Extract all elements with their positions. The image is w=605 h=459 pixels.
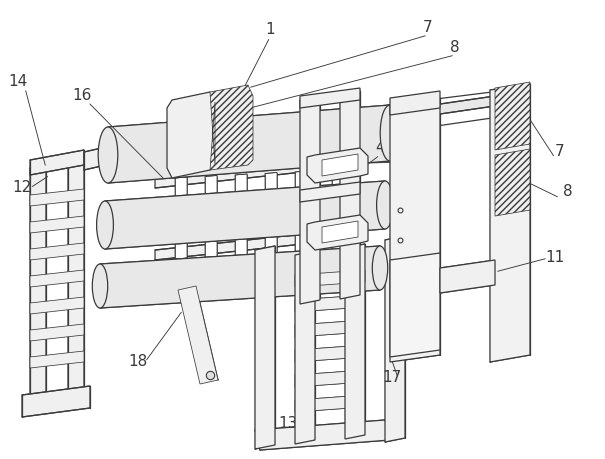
Polygon shape	[30, 189, 84, 206]
Polygon shape	[314, 153, 322, 172]
Polygon shape	[300, 182, 360, 202]
Polygon shape	[178, 286, 218, 384]
Text: 14: 14	[8, 74, 28, 90]
Text: 18: 18	[128, 354, 148, 369]
Polygon shape	[345, 244, 365, 439]
Polygon shape	[84, 130, 180, 170]
Polygon shape	[30, 351, 84, 368]
Polygon shape	[322, 221, 358, 243]
Ellipse shape	[380, 105, 400, 161]
Polygon shape	[172, 107, 196, 180]
Ellipse shape	[97, 201, 113, 249]
Polygon shape	[68, 154, 84, 394]
Polygon shape	[155, 230, 340, 260]
Polygon shape	[294, 153, 302, 172]
Polygon shape	[284, 153, 292, 172]
Ellipse shape	[93, 264, 108, 308]
Polygon shape	[295, 251, 315, 444]
Text: 7: 7	[423, 21, 433, 35]
Polygon shape	[295, 345, 365, 362]
Text: 12: 12	[12, 180, 31, 196]
Polygon shape	[295, 395, 365, 412]
Polygon shape	[295, 171, 307, 253]
Polygon shape	[390, 253, 440, 357]
Polygon shape	[30, 150, 84, 175]
Polygon shape	[22, 386, 90, 417]
Polygon shape	[265, 173, 277, 254]
Polygon shape	[155, 158, 340, 188]
Text: 11: 11	[545, 251, 564, 265]
Polygon shape	[390, 98, 440, 362]
Text: 1: 1	[265, 22, 275, 38]
Polygon shape	[390, 91, 440, 115]
Text: 4: 4	[375, 140, 385, 156]
Polygon shape	[105, 181, 385, 249]
Polygon shape	[495, 149, 530, 216]
Polygon shape	[255, 246, 275, 449]
Polygon shape	[30, 324, 84, 341]
Polygon shape	[108, 105, 390, 183]
Text: 10: 10	[402, 155, 422, 169]
Polygon shape	[340, 91, 360, 299]
Polygon shape	[100, 246, 380, 308]
Text: 7: 7	[555, 145, 565, 159]
Polygon shape	[235, 174, 247, 256]
Polygon shape	[30, 164, 46, 404]
Polygon shape	[300, 96, 320, 304]
Polygon shape	[210, 85, 253, 170]
Polygon shape	[307, 215, 368, 250]
Polygon shape	[304, 153, 312, 172]
Ellipse shape	[98, 127, 118, 183]
Polygon shape	[300, 88, 360, 108]
Polygon shape	[30, 243, 84, 260]
Polygon shape	[255, 420, 390, 450]
Polygon shape	[30, 216, 84, 233]
Polygon shape	[30, 270, 84, 287]
Polygon shape	[490, 84, 530, 362]
Polygon shape	[322, 154, 358, 176]
Polygon shape	[295, 370, 365, 387]
Polygon shape	[295, 270, 365, 287]
Text: 17: 17	[382, 370, 402, 386]
Text: 8: 8	[450, 40, 460, 56]
Polygon shape	[307, 148, 368, 183]
Polygon shape	[167, 92, 215, 178]
Polygon shape	[440, 260, 495, 293]
Ellipse shape	[372, 246, 388, 290]
Ellipse shape	[376, 181, 393, 229]
Polygon shape	[30, 297, 84, 314]
Polygon shape	[385, 96, 495, 122]
Text: 10: 10	[398, 302, 417, 318]
Polygon shape	[320, 169, 332, 252]
Polygon shape	[495, 82, 530, 150]
Polygon shape	[295, 320, 365, 337]
Polygon shape	[175, 177, 187, 259]
Polygon shape	[205, 175, 217, 257]
Polygon shape	[295, 295, 365, 312]
Polygon shape	[172, 102, 196, 117]
Polygon shape	[385, 236, 405, 442]
Text: 8: 8	[563, 185, 573, 200]
Text: 13: 13	[278, 416, 298, 431]
Polygon shape	[274, 153, 282, 172]
Text: 16: 16	[73, 88, 92, 102]
